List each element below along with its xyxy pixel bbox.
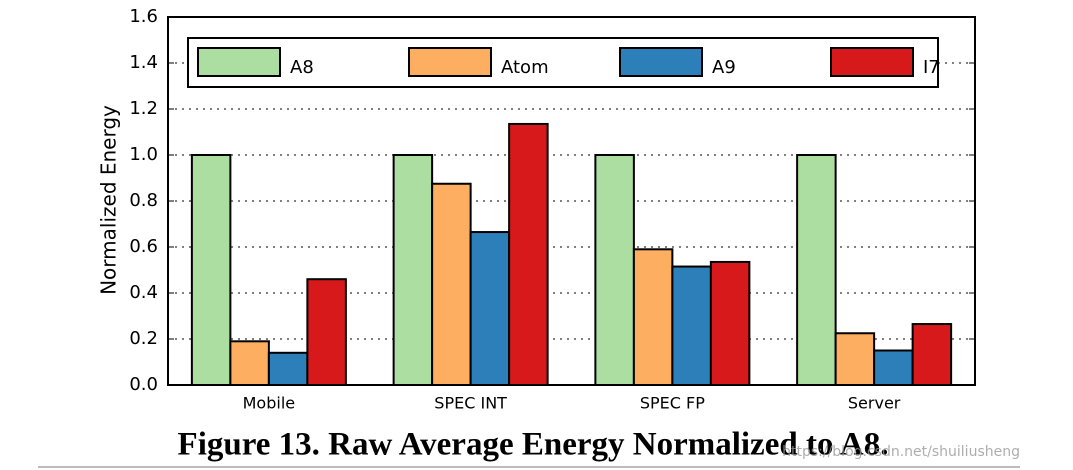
y-tick-label: 0.0 xyxy=(129,374,158,395)
y-tick-label: 1.2 xyxy=(129,98,158,119)
bar xyxy=(190,154,232,386)
legend-label: A9 xyxy=(712,57,736,78)
y-tick-label: 0.8 xyxy=(129,190,158,211)
caption: Figure 13. Raw Average Energy Normalized… xyxy=(178,427,889,463)
bar xyxy=(469,231,511,386)
bar xyxy=(709,260,751,387)
legend-box xyxy=(187,37,939,88)
bar xyxy=(873,349,914,386)
legend-label: I7 xyxy=(923,57,940,78)
bar xyxy=(594,154,635,386)
x-tick-label: Server xyxy=(848,394,901,413)
bar xyxy=(392,154,434,386)
bar xyxy=(796,154,837,386)
y-tick-label: 0.4 xyxy=(129,282,158,303)
legend-label: A8 xyxy=(290,57,314,78)
bar xyxy=(267,351,309,386)
x-tick-label: SPEC INT xyxy=(434,394,507,413)
plot-frame xyxy=(167,16,976,386)
bar xyxy=(229,340,270,386)
y-tick-label: 0.6 xyxy=(129,236,158,257)
bar xyxy=(671,265,712,386)
watermark: https://blog.csdn.net/shuiliusheng xyxy=(782,444,1020,460)
y-axis-label: Normalized Energy xyxy=(97,105,121,295)
bar xyxy=(431,182,472,386)
y-tick-label: 0.2 xyxy=(129,328,158,349)
bar xyxy=(306,278,347,387)
bar xyxy=(508,122,549,386)
bar xyxy=(632,248,674,386)
y-tick-label: 1.4 xyxy=(129,52,158,73)
bar xyxy=(834,332,876,386)
bar xyxy=(911,323,953,386)
x-tick-label: Mobile xyxy=(243,394,295,413)
legend-swatch xyxy=(619,47,703,77)
legend-swatch xyxy=(830,47,914,77)
y-tick-label: 1.0 xyxy=(129,144,158,165)
y-tick-label: 1.6 xyxy=(129,6,158,27)
x-tick-label: SPEC FP xyxy=(640,394,705,413)
legend-swatch xyxy=(197,47,281,77)
legend-swatch xyxy=(408,47,492,77)
legend-label: Atom xyxy=(501,57,549,78)
